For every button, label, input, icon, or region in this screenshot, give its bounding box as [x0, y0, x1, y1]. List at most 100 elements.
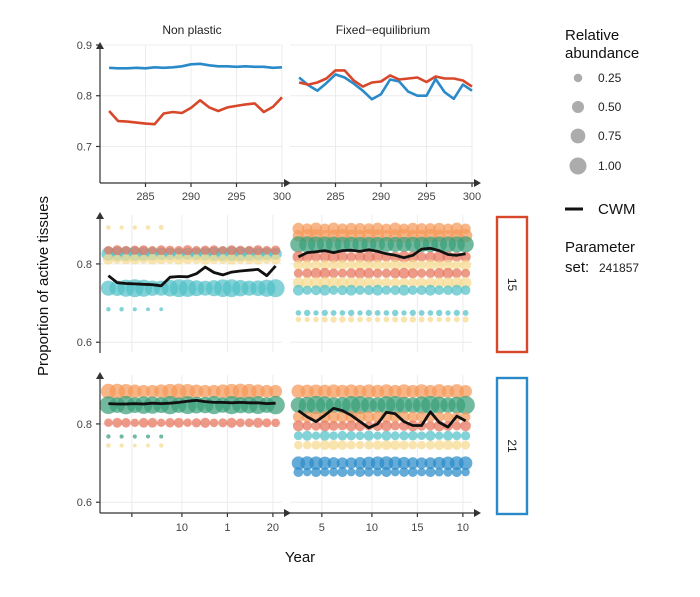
tissue-point — [337, 440, 348, 450]
legend-size-circle — [573, 73, 583, 83]
tissue-point — [138, 417, 149, 428]
tissue-point — [366, 316, 372, 323]
tissue-point — [292, 284, 304, 296]
tissue-point — [262, 254, 272, 264]
tissue-point — [425, 268, 436, 279]
tissue-point — [373, 431, 382, 440]
tissue-point — [319, 267, 331, 279]
tissue-point — [329, 431, 338, 441]
tissue-point — [173, 253, 185, 265]
row-strip-box-15 — [495, 215, 529, 354]
tissue-point — [390, 431, 400, 441]
tissue-point — [353, 457, 367, 470]
tissue-point — [156, 245, 167, 256]
x-tick-label-bottom: 10 — [457, 522, 469, 534]
tissue-point — [266, 395, 285, 415]
tissue-point — [106, 443, 111, 448]
tissue-point — [407, 411, 419, 423]
tissue-point — [409, 309, 416, 316]
tissue-point — [425, 421, 436, 431]
tissue-point — [460, 431, 471, 441]
tissue-point — [392, 309, 399, 317]
tissue-point — [104, 245, 113, 255]
tissue-point — [400, 316, 408, 323]
tissue-point — [453, 316, 460, 323]
x-tick-label-bottom: 15 — [411, 522, 423, 534]
tissue-point — [310, 267, 322, 279]
tissue-point — [381, 420, 392, 432]
tissue-point — [362, 251, 375, 263]
tissue-point — [294, 440, 303, 450]
tissue-band-20 — [106, 443, 164, 448]
y-tick-label-21: 0.8 — [77, 419, 92, 431]
tissue-point — [416, 252, 427, 262]
tissue-point — [119, 307, 124, 312]
tissue-point — [452, 421, 462, 431]
tissue-point — [401, 310, 407, 316]
tissue-point — [372, 259, 384, 271]
tissue-point — [346, 467, 356, 477]
tissue-point — [132, 225, 137, 230]
tissue-point — [374, 316, 381, 323]
tissue-point — [304, 309, 311, 317]
tissue-point — [321, 309, 328, 316]
tissue-point — [427, 310, 434, 316]
tissue-point — [363, 285, 374, 296]
tissue-point — [346, 252, 357, 262]
tissue-point — [461, 467, 470, 477]
tissue-band-19 — [106, 434, 164, 439]
tissue-point — [355, 285, 365, 295]
tissue-point — [390, 277, 401, 288]
tissue-point — [354, 267, 366, 279]
tissue-point — [348, 316, 355, 323]
tissue-point — [321, 316, 328, 323]
tissue-point — [165, 245, 175, 255]
tissue-point — [462, 316, 469, 323]
tissue-point — [121, 245, 131, 255]
tissue-point — [443, 430, 453, 441]
tissue-point — [445, 310, 451, 316]
tissue-point — [218, 245, 228, 255]
x-arrow-bottom — [284, 509, 291, 517]
tissue-point — [200, 245, 210, 255]
tissue-point — [218, 418, 228, 428]
tissue-point — [156, 418, 166, 428]
tissue-point — [355, 431, 365, 441]
tissue-band-18 — [104, 417, 280, 428]
tissue-point — [269, 384, 283, 398]
tissue-point — [451, 440, 462, 450]
tissue-point — [329, 467, 339, 477]
legend-size-label: 1.00 — [598, 159, 622, 173]
tissue-point — [425, 440, 435, 450]
tissue-point — [398, 267, 410, 279]
cwm-line-3 — [297, 406, 467, 430]
tissue-bands — [99, 222, 475, 478]
tissue-point — [318, 276, 331, 289]
tissue-point — [147, 253, 158, 265]
tissue-point — [311, 260, 321, 270]
tissue-point — [244, 245, 254, 255]
tissue-point — [200, 417, 211, 428]
tissue-point — [159, 307, 164, 312]
tissue-point — [337, 259, 348, 271]
tissue-point — [357, 310, 363, 316]
x-tick-label-bottom: 5 — [319, 522, 325, 534]
tissue-point — [373, 467, 382, 477]
tissue-point — [407, 259, 419, 271]
tissue-point — [461, 268, 471, 278]
tissue-point — [424, 284, 436, 296]
tissue-point — [311, 431, 321, 440]
row-strip-label-15: 15 — [505, 278, 519, 292]
x-axis-title: Year — [285, 549, 315, 566]
tissue-point — [311, 421, 321, 431]
tissue-point — [381, 467, 392, 478]
tissue-point — [442, 440, 454, 451]
tissue-point — [398, 284, 410, 296]
tissue-point — [354, 251, 366, 263]
tissue-point — [383, 316, 390, 323]
cwm-line-1 — [297, 246, 466, 260]
tissue-point — [302, 440, 312, 450]
tissue-point — [425, 430, 436, 441]
tissue-point — [433, 277, 445, 289]
